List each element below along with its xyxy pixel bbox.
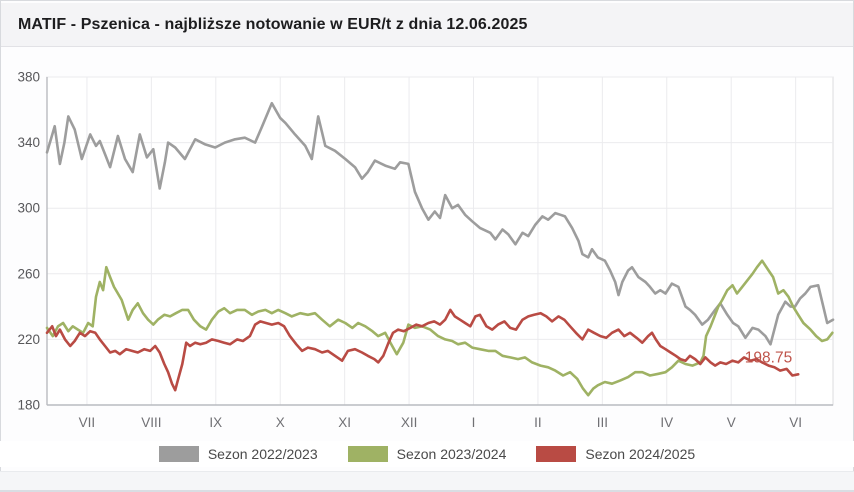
legend-swatch	[536, 446, 577, 462]
legend-item-sezon-2022-2023[interactable]: Sezon 2022/2023	[158, 446, 318, 462]
plot-border	[46, 76, 834, 406]
series-line-2[interactable]	[45, 308, 800, 392]
x-tick-label: IV	[660, 415, 673, 430]
chart-legend: Sezon 2022/2023 Sezon 2023/2024 Sezon 20…	[0, 441, 854, 467]
y-tick-label: 340	[17, 135, 40, 150]
x-tick-label: VIII	[141, 415, 161, 430]
chart-title: MATIF - Pszenica - najbliższe notowanie …	[18, 15, 528, 33]
legend-swatch	[347, 446, 388, 462]
x-tick-label: VI	[789, 415, 802, 430]
x-tick-label: XII	[401, 415, 418, 430]
series-line-1[interactable]	[45, 259, 834, 397]
legend-label: Sezon 2023/2024	[396, 446, 507, 462]
legend-item-sezon-2023-2024[interactable]: Sezon 2023/2024	[347, 446, 507, 462]
chart-header: MATIF - Pszenica - najbliższe notowanie …	[1, 3, 853, 47]
x-tick-label: II	[534, 415, 542, 430]
x-tick-label: V	[727, 415, 736, 430]
y-tick-label: 220	[17, 332, 40, 347]
x-tick-label: III	[597, 415, 608, 430]
y-tick-label: 380	[17, 70, 40, 85]
series-line-0[interactable]	[45, 101, 835, 346]
x-tick-label: XI	[338, 415, 351, 430]
legend-label: Sezon 2022/2023	[207, 446, 318, 462]
legend-item-sezon-2024-2025[interactable]: Sezon 2024/2025	[536, 446, 695, 462]
y-tick-label: 180	[17, 398, 40, 413]
last-price-label: 198.75	[745, 349, 792, 366]
y-tick-label: 300	[17, 201, 40, 216]
x-tick-label: IX	[209, 415, 222, 430]
y-tick-label: 260	[17, 266, 40, 281]
legend-label: Sezon 2024/2025	[585, 446, 696, 462]
x-tick-label: VII	[79, 415, 96, 430]
x-tick-label: I	[472, 415, 476, 430]
x-tick-label: X	[276, 415, 285, 430]
legend-swatch	[158, 446, 199, 462]
price-chart[interactable]: 380 340 300 260 220 180 VII VIII IX X XI XII I II III I…	[0, 48, 854, 440]
footer-strip	[0, 471, 854, 492]
